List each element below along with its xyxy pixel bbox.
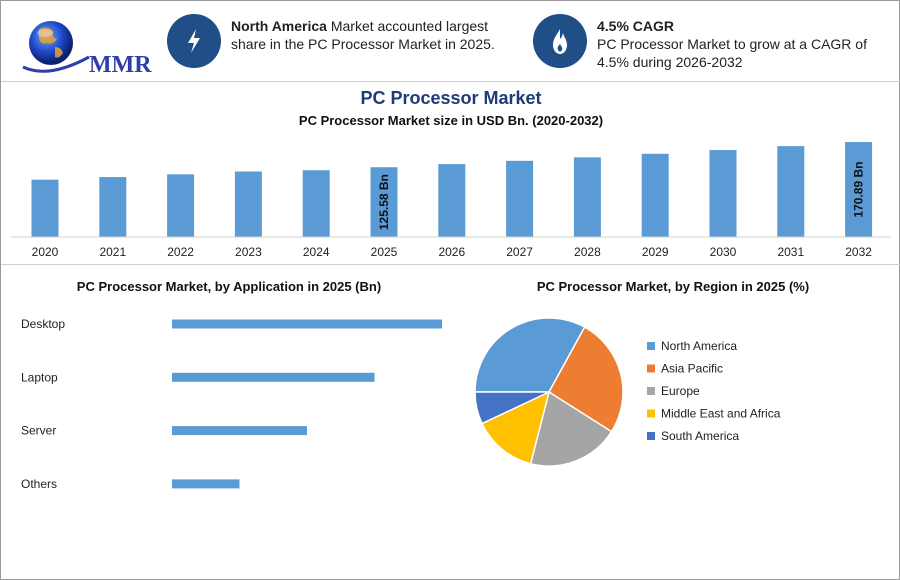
bar-2020 bbox=[31, 179, 59, 237]
x-tick-2027: 2027 bbox=[506, 245, 533, 259]
flame-icon bbox=[533, 14, 587, 68]
legend-label-asia-pacific: Asia Pacific bbox=[661, 362, 723, 376]
x-tick-2020: 2020 bbox=[32, 245, 59, 259]
bar-2027 bbox=[506, 160, 534, 237]
bar-others bbox=[172, 479, 240, 489]
legend-swatch-asia-pacific bbox=[647, 364, 655, 373]
info-card-region-text: North America Market accounted largest s… bbox=[231, 17, 501, 53]
info-card-cagr-text: 4.5% CAGR PC Processor Market to grow at… bbox=[597, 17, 867, 71]
region-chart-title: PC Processor Market, by Region in 2025 (… bbox=[536, 279, 810, 294]
bar-2032 bbox=[845, 142, 873, 237]
main-chart-title: PC Processor Market bbox=[360, 88, 542, 108]
bar-2025 bbox=[370, 167, 398, 237]
category-label-others: Others bbox=[21, 477, 57, 491]
legend-swatch-europe bbox=[647, 387, 655, 395]
bar-desktop bbox=[172, 319, 442, 329]
data-label-2025: 125.58 Bn bbox=[377, 174, 391, 230]
info-card-region-body: Market accounted largest share in the PC… bbox=[231, 18, 495, 52]
pie-slice-south-america bbox=[474, 391, 550, 425]
info-card-region: North America Market accounted largest s… bbox=[167, 14, 507, 74]
bar-server bbox=[172, 426, 307, 436]
application-bar-chart: Desktop Laptop Server Others bbox=[21, 317, 442, 491]
application-chart-title: PC Processor Market, by Application in 2… bbox=[76, 279, 382, 294]
info-card-region-bold: North America bbox=[231, 18, 327, 34]
market-size-bar-chart: 2020 2021 2022 2023 2024 2025 125.58 Bn 2026 202… bbox=[11, 142, 891, 259]
section-divider bbox=[1, 264, 900, 265]
legend-label-europe: Europe bbox=[661, 384, 700, 398]
legend-swatch-south-america bbox=[647, 432, 655, 440]
x-tick-2025: 2025 bbox=[371, 245, 398, 259]
globe-icon bbox=[22, 21, 90, 73]
pie-slice-middle-east-and-africa bbox=[481, 390, 551, 465]
x-tick-2030: 2030 bbox=[710, 245, 737, 259]
bar-2024 bbox=[302, 170, 330, 237]
info-card-cagr-bold: 4.5% CAGR bbox=[597, 18, 675, 34]
bar-2021 bbox=[99, 177, 127, 237]
legend-label-middle-east-and-africa: Middle East and Africa bbox=[661, 407, 781, 421]
pie-slice-asia-pacific bbox=[548, 326, 624, 433]
category-label-server: Server bbox=[21, 424, 56, 438]
lightning-icon bbox=[167, 14, 221, 68]
pie-slice-north-america bbox=[474, 317, 586, 393]
x-tick-2029: 2029 bbox=[642, 245, 669, 259]
x-tick-2024: 2024 bbox=[303, 245, 330, 259]
x-tick-2023: 2023 bbox=[235, 245, 262, 259]
x-tick-2022: 2022 bbox=[167, 245, 194, 259]
logo-text: MMR bbox=[89, 52, 152, 78]
bar-2023 bbox=[234, 171, 262, 237]
bar-2022 bbox=[167, 174, 195, 237]
category-label-laptop: Laptop bbox=[21, 370, 58, 384]
bar-2030 bbox=[709, 150, 737, 237]
legend-swatch-north-america bbox=[647, 342, 655, 350]
legend-swatch-middle-east-and-africa bbox=[647, 409, 655, 418]
x-tick-2031: 2031 bbox=[777, 245, 804, 259]
category-label-desktop: Desktop bbox=[21, 317, 65, 331]
info-card-cagr: 4.5% CAGR PC Processor Market to grow at… bbox=[533, 14, 873, 74]
legend-label-north-america: North America bbox=[661, 339, 737, 353]
x-tick-2021: 2021 bbox=[99, 245, 126, 259]
mmr-logo: MMR bbox=[19, 17, 152, 78]
bar-2028 bbox=[573, 157, 601, 237]
region-pie-chart: North America Asia Pacific Europe Middle Ea… bbox=[474, 317, 781, 467]
pie-slice-europe bbox=[529, 390, 613, 467]
x-tick-2032: 2032 bbox=[845, 245, 872, 259]
bar-2029 bbox=[641, 153, 669, 237]
header-divider bbox=[1, 81, 900, 82]
bar-2031 bbox=[777, 146, 805, 237]
info-card-cagr-body: PC Processor Market to grow at a CAGR of… bbox=[597, 36, 867, 70]
bar-2026 bbox=[438, 164, 466, 237]
data-label-2032: 170.89 Bn bbox=[852, 162, 866, 218]
bar-laptop bbox=[172, 372, 375, 382]
x-tick-2026: 2026 bbox=[438, 245, 465, 259]
legend-label-south-america: South America bbox=[661, 429, 739, 443]
main-chart-subtitle: PC Processor Market size in USD Bn. (202… bbox=[298, 113, 604, 128]
x-tick-2028: 2028 bbox=[574, 245, 601, 259]
